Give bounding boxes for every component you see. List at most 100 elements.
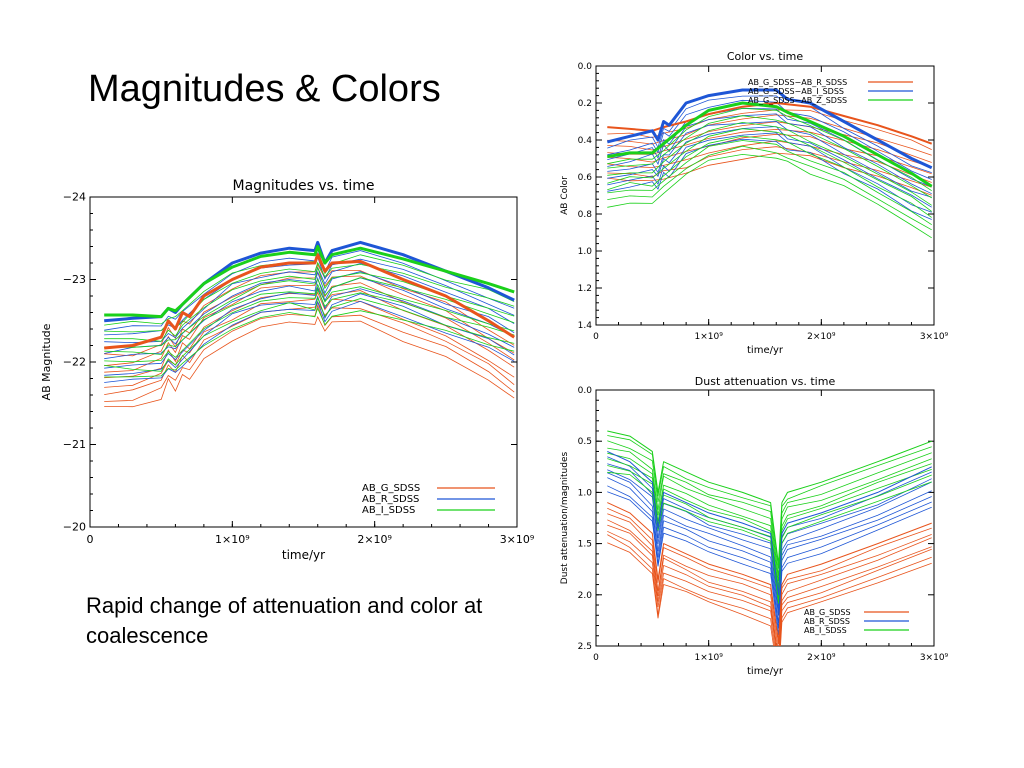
run-line [104, 283, 515, 355]
series-line [607, 450, 932, 596]
series-line [104, 245, 515, 319]
x-tick-label: 2×10⁹ [807, 332, 836, 342]
x-tick-label: 2×10⁹ [807, 653, 836, 663]
y-tick-label: −20 [63, 521, 86, 534]
chart-title: Magnitudes vs. time [232, 178, 374, 194]
legend-label: AB_G_SDSS−AB_R_SDSS [748, 78, 847, 87]
run-line [104, 286, 515, 369]
run-line [104, 247, 515, 331]
x-tick-label: 3×10⁹ [920, 653, 949, 663]
x-tick-label: 0 [87, 533, 94, 546]
series-line [104, 253, 516, 350]
y-tick-label: 0.0 [578, 62, 593, 72]
run-line [607, 153, 932, 239]
y-tick-label: 0.2 [578, 99, 592, 109]
chart-title: Color vs. time [727, 50, 804, 63]
x-tick-label: 0 [593, 332, 599, 342]
y-tick-label: 0.0 [578, 386, 593, 396]
series-group [606, 88, 933, 239]
chart-title: Dust attenuation vs. time [695, 375, 836, 388]
run-line [607, 447, 932, 582]
run-line [104, 291, 515, 388]
plot-frame [595, 65, 935, 326]
legend-label: AB_G_SDSS−AB_I_SDSS [748, 87, 844, 96]
run-line [607, 121, 932, 206]
x-axis-label: time/yr [282, 548, 325, 562]
run-line [104, 303, 515, 402]
run-line [607, 121, 932, 163]
run-line [104, 263, 515, 357]
legend-label: AB_I_SDSS [362, 505, 415, 516]
run-line [607, 458, 932, 591]
plot-frame [595, 389, 935, 647]
run-line [104, 277, 515, 348]
y-tick-label: 1.0 [578, 247, 593, 257]
x-tick-label: 1×10⁹ [215, 533, 250, 546]
run-line [607, 471, 932, 604]
y-tick-label: 1.5 [578, 540, 592, 550]
run-line [607, 542, 932, 646]
y-axis-label: Dust attenuation/magnitudes [560, 451, 570, 584]
run-line [104, 266, 515, 342]
legend-label: AB_I_SDSS [804, 626, 847, 635]
y-tick-label: 2.0 [578, 591, 593, 601]
legend-label: AB_G_SDSS [804, 608, 851, 617]
run-line [607, 132, 932, 213]
run-line [607, 115, 932, 199]
run-line [607, 140, 932, 226]
series-line [607, 430, 932, 565]
y-axis-label: AB Magnitude [40, 323, 53, 400]
y-tick-label: 2.5 [578, 642, 592, 652]
series-line [607, 502, 932, 642]
run-line [607, 146, 932, 188]
run-line [607, 120, 932, 198]
series-group [104, 240, 516, 408]
run-line [104, 255, 515, 336]
x-tick-label: 3×10⁹ [500, 533, 535, 546]
run-line [607, 491, 932, 636]
slide-caption: Rapid change of attenuation and color at… [86, 593, 483, 648]
y-tick-label: 0.8 [578, 210, 593, 220]
run-line [607, 135, 932, 218]
x-tick-label: 3×10⁹ [920, 332, 949, 342]
run-line [607, 152, 932, 196]
run-line [104, 296, 515, 372]
legend-label: AB_R_SDSS [804, 617, 850, 626]
x-tick-label: 1×10⁹ [695, 332, 724, 342]
legend-label: AB_R_SDSS [362, 494, 419, 505]
run-line [607, 145, 932, 231]
x-tick-label: 0 [593, 653, 599, 663]
run-line [607, 452, 932, 588]
run-line [607, 99, 932, 180]
run-line [607, 107, 932, 192]
run-line [104, 276, 515, 360]
run-line [607, 524, 932, 646]
x-tick-label: 1×10⁹ [695, 653, 724, 663]
y-tick-label: 0.5 [578, 437, 592, 447]
run-line [104, 262, 515, 344]
run-line [607, 95, 932, 173]
y-tick-label: −21 [63, 438, 86, 451]
x-axis-label: time/yr [747, 666, 784, 677]
y-axis-label: AB Color [560, 176, 570, 215]
run-line [607, 534, 932, 646]
y-tick-label: 0.4 [578, 136, 593, 146]
series-line [607, 101, 933, 188]
y-tick-label: −24 [63, 191, 86, 204]
y-tick-label: 0.6 [578, 173, 593, 183]
run-line [607, 507, 932, 645]
run-line [607, 477, 932, 624]
x-axis-label: time/yr [747, 345, 784, 356]
run-line [607, 114, 932, 156]
y-tick-label: −22 [63, 356, 86, 369]
y-tick-label: 1.2 [578, 284, 592, 294]
run-line [607, 140, 932, 183]
run-line [607, 128, 932, 212]
series-group [607, 430, 932, 646]
slide-title: Magnitudes & Colors [88, 68, 441, 110]
run-line [607, 513, 932, 646]
legend-label: AB_G_SDSS−AB_Z_SDSS [748, 96, 847, 105]
run-line [104, 271, 515, 354]
